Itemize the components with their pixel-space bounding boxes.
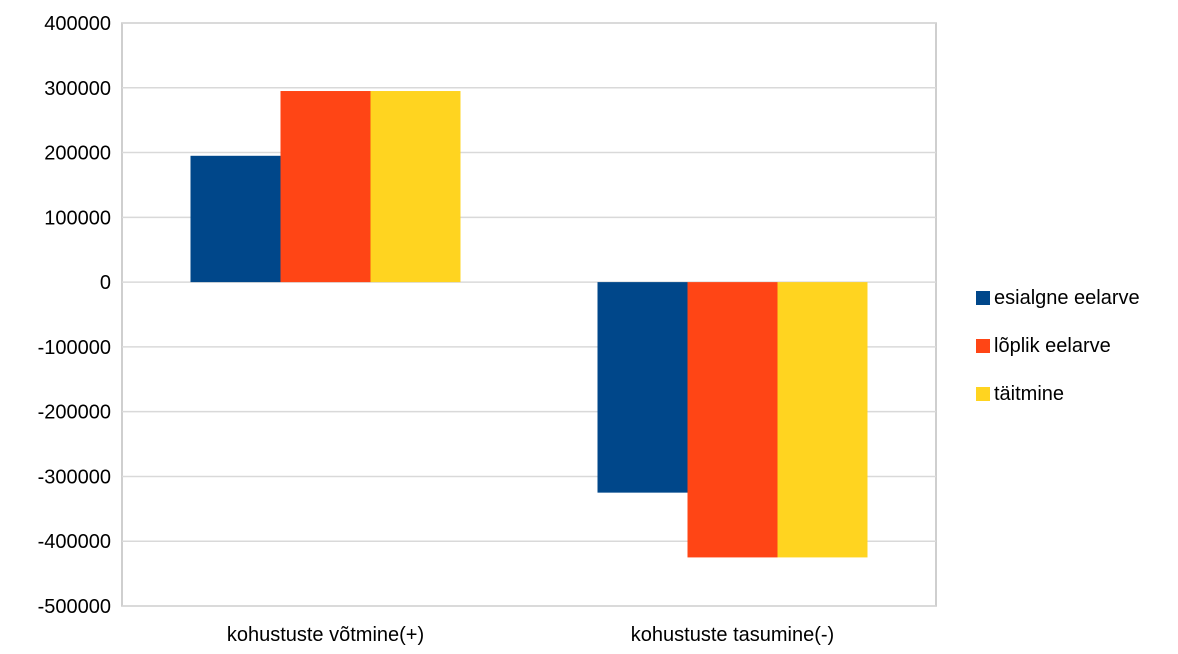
y-tick-label: -200000: [38, 402, 111, 424]
x-axis-category-labels: kohustuste võtmine(+) kohustuste tasumine…: [227, 624, 834, 646]
x-category-label: kohustuste võtmine(+): [227, 624, 424, 646]
legend: esialgne eelarve lõplik eelarve täitmine: [976, 274, 1140, 418]
y-tick-label: -500000: [38, 596, 111, 618]
y-tick-label: 400000: [44, 13, 111, 35]
legend-item-loplik-eelarve: lõplik eelarve: [976, 322, 1140, 370]
legend-label-esialgne-eelarve: esialgne eelarve: [994, 286, 1140, 309]
bars: [190, 91, 868, 558]
bar: [190, 155, 281, 283]
y-tick-label: -300000: [38, 466, 111, 488]
legend-item-esialgne-eelarve: esialgne eelarve: [976, 274, 1140, 322]
legend-item-taitmine: täitmine: [976, 370, 1140, 418]
bar: [280, 91, 371, 283]
y-tick-label: 0: [100, 272, 111, 294]
y-tick-label: -400000: [38, 531, 111, 553]
legend-label-taitmine: täitmine: [994, 382, 1065, 405]
y-tick-label: 100000: [44, 207, 111, 229]
y-tick-label: 300000: [44, 78, 111, 100]
y-tick-label: 200000: [44, 143, 111, 165]
legend-swatch-loplik-eelarve: [976, 339, 990, 353]
bar: [687, 282, 778, 558]
y-tick-label: -100000: [38, 337, 111, 359]
legend-swatch-esialgne-eelarve: [976, 291, 990, 305]
legend-swatch-taitmine: [976, 387, 990, 401]
y-axis-tick-labels: 400000 300000 200000 100000 0 -100000 -200000 -…: [38, 13, 111, 618]
bar: [370, 91, 461, 283]
x-category-label: kohustuste tasumine(-): [631, 624, 834, 646]
bar: [777, 282, 868, 558]
legend-label-loplik-eelarve: lõplik eelarve: [994, 334, 1111, 357]
bar: [597, 282, 688, 493]
